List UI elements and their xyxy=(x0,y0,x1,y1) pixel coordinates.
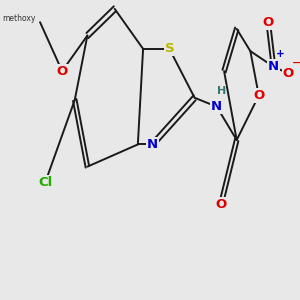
Text: O: O xyxy=(283,67,294,80)
Text: N: N xyxy=(211,100,222,113)
Text: O: O xyxy=(215,198,226,211)
Text: S: S xyxy=(165,42,174,56)
Text: −: − xyxy=(292,58,300,68)
Text: O: O xyxy=(262,16,274,29)
Text: methoxy: methoxy xyxy=(2,14,36,23)
Text: +: + xyxy=(276,49,285,59)
Text: N: N xyxy=(147,138,158,151)
Text: O: O xyxy=(56,64,68,78)
Text: O: O xyxy=(253,89,264,102)
Text: N: N xyxy=(268,60,279,73)
Text: H: H xyxy=(217,86,226,96)
Text: Cl: Cl xyxy=(38,176,52,189)
